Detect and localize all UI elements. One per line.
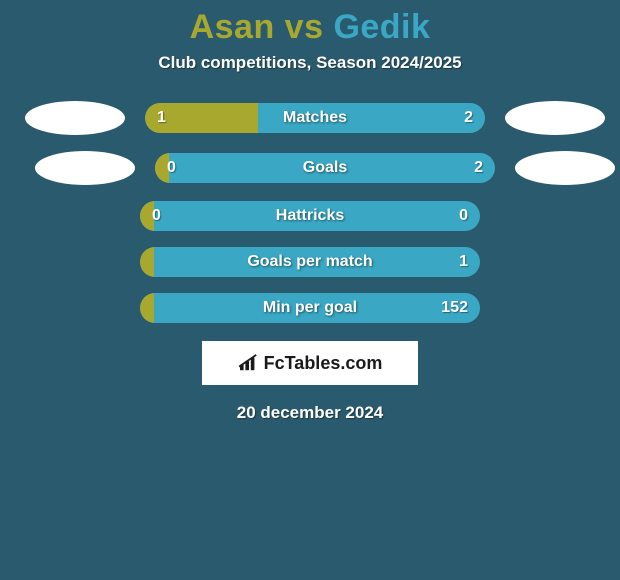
stat-bar: Goals per match 1 bbox=[140, 247, 480, 277]
stat-right-value: 1 bbox=[459, 253, 468, 271]
stat-bar-fill bbox=[140, 247, 154, 277]
stat-left-value: 0 bbox=[167, 159, 176, 177]
stat-label: Matches bbox=[283, 109, 347, 127]
stat-right-value: 0 bbox=[459, 207, 468, 225]
stat-label: Hattricks bbox=[276, 207, 344, 225]
stat-label: Min per goal bbox=[263, 299, 357, 317]
date-line: 20 december 2024 bbox=[0, 403, 620, 423]
stat-row: 0 Goals 2 bbox=[0, 151, 620, 185]
title-player2: Gedik bbox=[333, 8, 430, 46]
team-badge-right bbox=[515, 151, 615, 185]
stat-right-value: 2 bbox=[474, 159, 483, 177]
stat-bar: 1 Matches 2 bbox=[145, 103, 485, 133]
team-badge-right bbox=[505, 101, 605, 135]
stat-row: 0 Hattricks 0 bbox=[0, 201, 620, 231]
team-badge-left bbox=[35, 151, 135, 185]
title-player1: Asan bbox=[190, 8, 275, 46]
stat-bar: 0 Hattricks 0 bbox=[140, 201, 480, 231]
brand-box[interactable]: FcTables.com bbox=[202, 341, 418, 385]
stat-row: Min per goal 152 bbox=[0, 293, 620, 323]
stat-label: Goals bbox=[303, 159, 347, 177]
page-title: Asan vs Gedik bbox=[0, 0, 620, 53]
team-badge-left bbox=[25, 101, 125, 135]
bar-chart-icon bbox=[238, 354, 260, 372]
comparison-card: Asan vs Gedik Club competitions, Season … bbox=[0, 0, 620, 580]
stat-bar-fill bbox=[140, 293, 154, 323]
stat-row: Goals per match 1 bbox=[0, 247, 620, 277]
stat-left-value: 1 bbox=[157, 109, 166, 127]
brand-text: FcTables.com bbox=[264, 353, 383, 374]
stat-bar: Min per goal 152 bbox=[140, 293, 480, 323]
stat-bar: 0 Goals 2 bbox=[155, 153, 495, 183]
stat-right-value: 2 bbox=[464, 109, 473, 127]
stat-left-value: 0 bbox=[152, 207, 161, 225]
stat-rows: 1 Matches 2 0 Goals 2 0 Hattricks 0 Goals per mat… bbox=[0, 101, 620, 323]
stat-right-value: 152 bbox=[441, 299, 468, 317]
stat-row: 1 Matches 2 bbox=[0, 101, 620, 135]
title-vs: vs bbox=[275, 8, 334, 46]
stat-label: Goals per match bbox=[247, 253, 372, 271]
subtitle: Club competitions, Season 2024/2025 bbox=[0, 53, 620, 101]
